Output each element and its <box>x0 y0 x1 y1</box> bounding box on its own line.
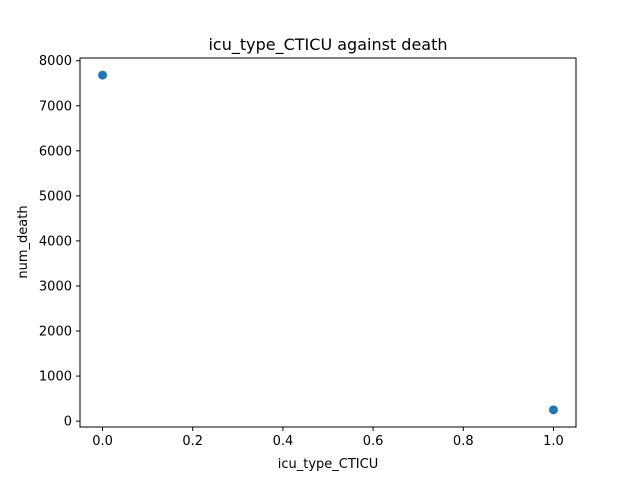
x-tick-label: 0.4 <box>273 434 294 449</box>
x-tick-label: 0.0 <box>92 434 113 449</box>
chart-title: icu_type_CTICU against death <box>208 35 447 55</box>
y-tick-label: 0 <box>64 415 72 430</box>
x-axis-label: icu_type_CTICU <box>278 457 378 472</box>
x-tick-label: 0.6 <box>363 434 384 449</box>
x-tick-label: 0.2 <box>182 434 203 449</box>
y-tick-label: 4000 <box>39 234 72 249</box>
y-axis: 0 1000 2000 3000 4000 5000 6000 7000 8000 <box>39 54 80 430</box>
y-tick-label: 1000 <box>39 370 72 385</box>
y-tick-label: 7000 <box>39 99 72 114</box>
y-tick-label: 3000 <box>39 279 72 294</box>
y-tick-label: 6000 <box>39 144 72 159</box>
x-tick-label: 1.0 <box>543 434 564 449</box>
data-point <box>548 405 558 415</box>
plot-frame <box>79 57 577 428</box>
y-tick-label: 2000 <box>39 325 72 340</box>
data-points <box>98 70 558 415</box>
data-point <box>98 70 108 80</box>
plot-area <box>79 57 577 428</box>
y-tick-label: 8000 <box>39 54 72 69</box>
y-axis-label: num_death <box>16 205 31 278</box>
y-tick-label: 5000 <box>39 189 72 204</box>
x-tick-label: 0.8 <box>453 434 474 449</box>
x-axis: 0.0 0.2 0.4 0.6 0.8 1.0 <box>92 427 564 449</box>
